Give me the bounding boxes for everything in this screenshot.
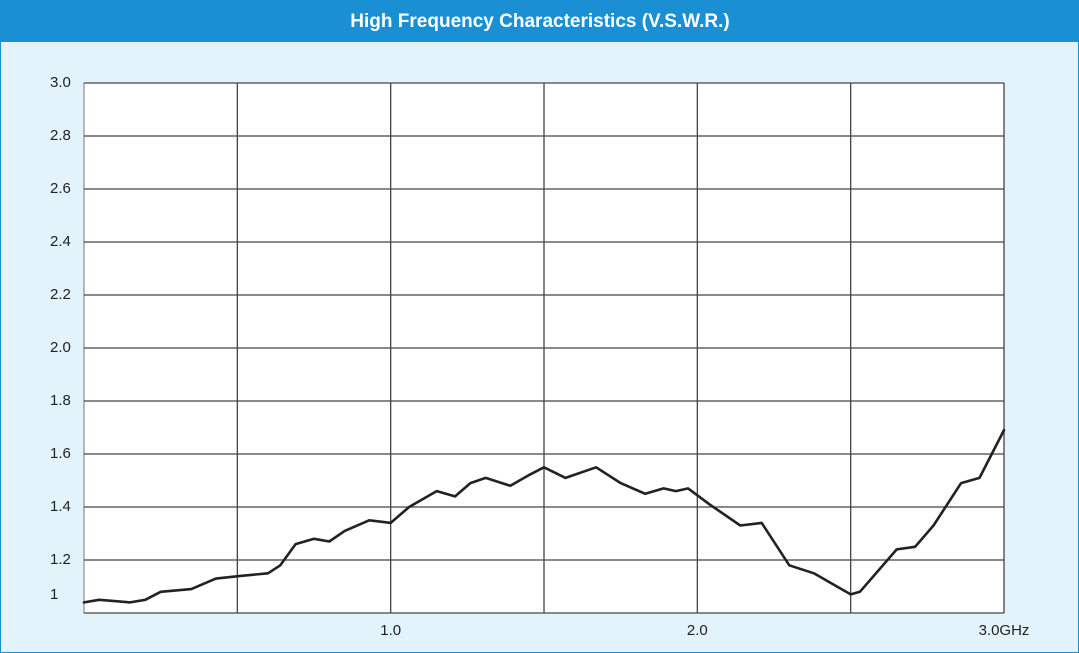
x-tick-label: 3.0GHz	[979, 622, 1030, 639]
y-tick-label: 3.0	[50, 74, 71, 91]
y-tick-label: 1.4	[50, 498, 71, 515]
line-series	[82, 428, 1006, 604]
y-tick-label: 1.2	[50, 551, 71, 568]
y-tick-label: 2.6	[50, 180, 71, 197]
y-tick-label: 1.8	[50, 392, 71, 409]
title-bar	[0, 0, 1079, 42]
y-tick-label: 2.4	[50, 233, 71, 250]
y-tick-label: 2.0	[50, 339, 71, 356]
y-tick-label: 1.6	[50, 445, 71, 462]
y-tick-label: 2.2	[50, 286, 71, 303]
chart-title: High Frequency Characteristics (V.S.W.R.…	[350, 11, 729, 32]
x-tick-label: 1.0	[380, 622, 401, 639]
x-tick-label: 2.0	[687, 622, 708, 639]
y-tick-label: 1	[50, 586, 58, 603]
y-tick-label: 2.8	[50, 127, 71, 144]
